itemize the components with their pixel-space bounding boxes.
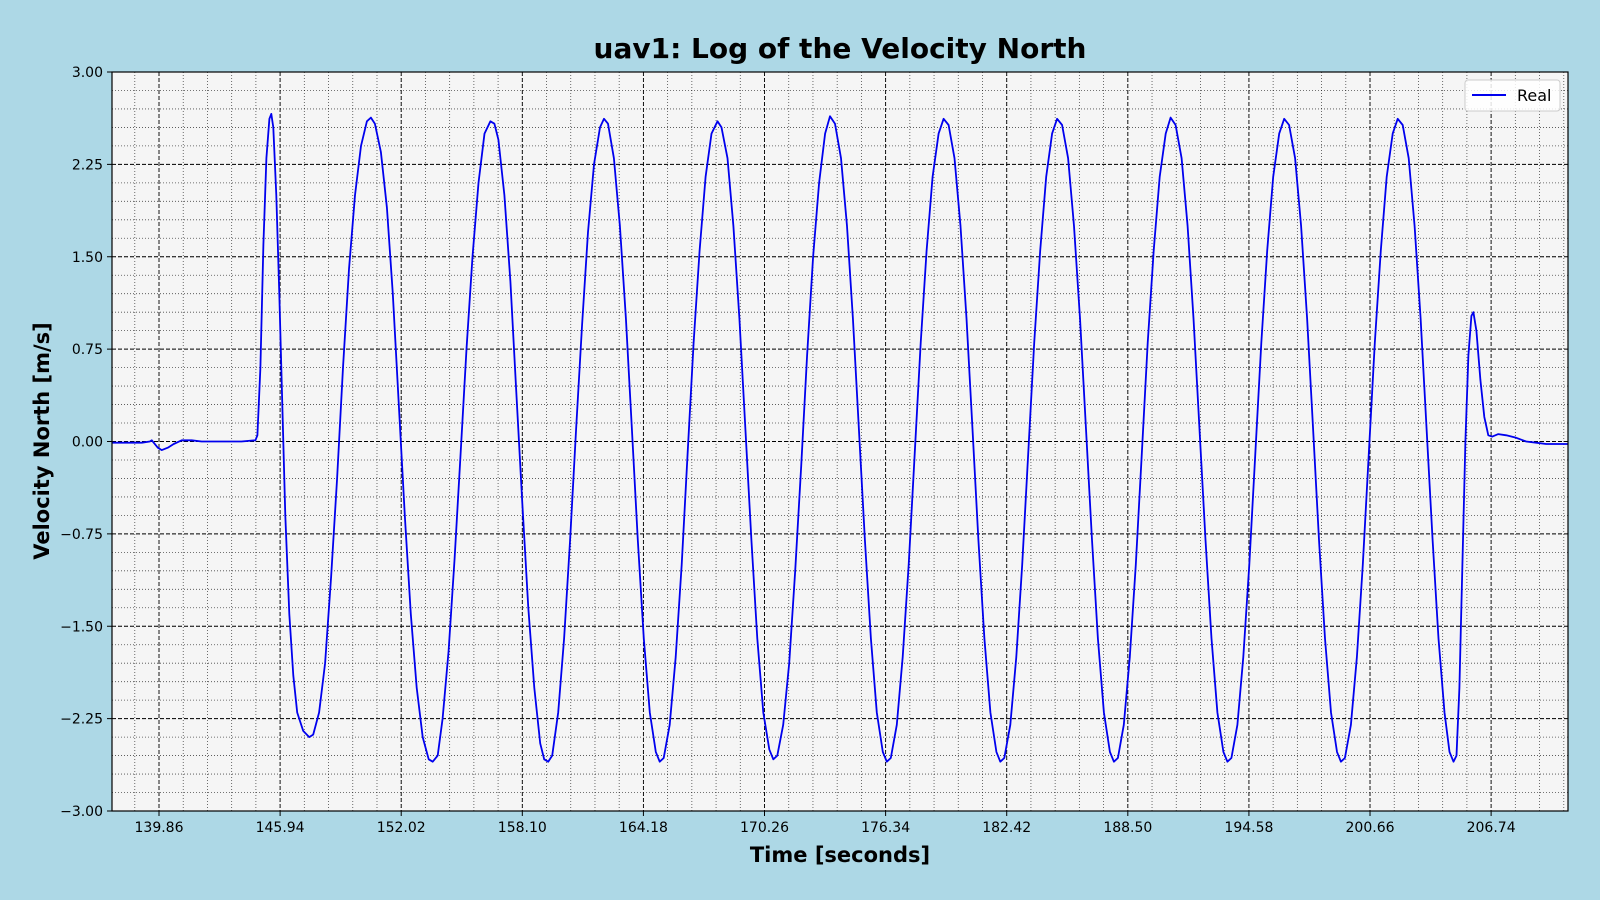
x-tick-label: 194.58 — [1224, 820, 1273, 836]
y-tick-label: −1.50 — [60, 619, 103, 635]
x-axis-ticks: 139.86 145.94 152.02 158.10 164.18 170.26 176.… — [135, 811, 1516, 836]
x-tick-label: 200.66 — [1346, 820, 1395, 836]
x-tick-label: 139.86 — [135, 820, 184, 836]
chart-title: uav1: Log of the Velocity North — [594, 32, 1087, 65]
series-layer — [112, 113, 1568, 763]
y-tick-label: 1.50 — [72, 250, 103, 266]
x-tick-label: 188.50 — [1103, 820, 1152, 836]
y-tick-label: 0.75 — [72, 342, 103, 358]
legend-label-real: Real — [1517, 86, 1552, 105]
y-tick-label: 0.00 — [72, 435, 103, 451]
x-tick-label: 145.94 — [256, 820, 305, 836]
y-axis-ticks: 3.00 2.25 1.50 0.75 0.00 −0.75 −1.50 −2.25 −3.00 — [60, 65, 112, 820]
x-tick-label: 152.02 — [377, 820, 426, 836]
x-axis-label: Time [seconds] — [750, 843, 930, 867]
y-axis-label: Velocity North [m/s] — [30, 322, 54, 560]
y-tick-label: 2.25 — [72, 157, 103, 173]
y-tick-label: 3.00 — [72, 65, 103, 81]
y-tick-label: −2.25 — [60, 712, 103, 728]
y-tick-label: −0.75 — [60, 527, 103, 543]
legend: Real — [1464, 79, 1561, 112]
plot-area — [111, 71, 1569, 812]
x-tick-label: 158.10 — [498, 820, 547, 836]
x-tick-label: 182.42 — [982, 820, 1031, 836]
x-tick-label: 206.74 — [1467, 820, 1516, 836]
series-line-real — [112, 113, 1568, 763]
legend-box — [1464, 79, 1561, 112]
x-tick-label: 170.26 — [740, 820, 789, 836]
y-tick-label: −3.00 — [60, 804, 103, 820]
x-tick-label: 176.34 — [861, 820, 910, 836]
x-tick-label: 164.18 — [619, 820, 668, 836]
